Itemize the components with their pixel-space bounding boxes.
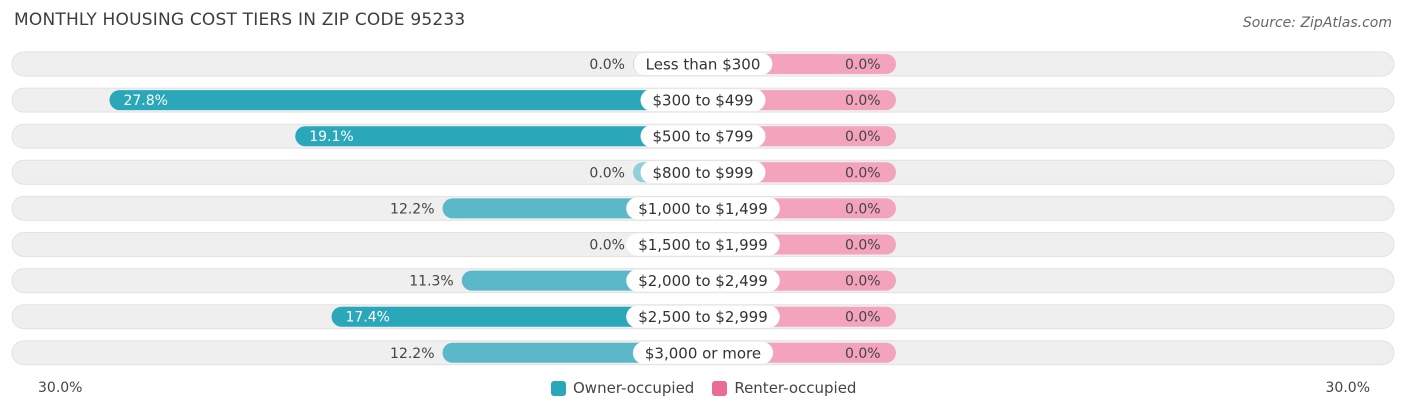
renter-value-label: 0.0% (845, 165, 881, 181)
renter-value-label: 0.0% (845, 57, 881, 73)
legend: Owner-occupied Renter-occupied (551, 379, 874, 397)
category-pill (626, 269, 780, 292)
renter-value-label: 0.0% (845, 93, 881, 109)
legend-label-owner: Owner-occupied (573, 379, 695, 397)
source-credit: Source: ZipAtlas.com (1242, 15, 1392, 31)
owner-value-label: 0.0% (589, 57, 625, 73)
category-pill (632, 341, 774, 364)
category-label: $2,500 to $2,999 (638, 308, 768, 326)
legend-swatch-renter (712, 380, 728, 396)
owner-value-label: 19.1% (309, 129, 353, 145)
owner-value-label: 12.2% (390, 346, 434, 362)
renter-value-label: 0.0% (845, 238, 881, 254)
axis-left-label: 30.0% (38, 380, 83, 396)
owner-value-label: 11.3% (409, 274, 453, 290)
category-label: $300 to $499 (653, 92, 754, 110)
owner-bar (295, 126, 715, 147)
category-label: $2,000 to $2,499 (638, 272, 768, 290)
category-label: $3,000 or more (645, 344, 761, 362)
category-pill (626, 233, 780, 256)
owner-value-label: 17.4% (346, 310, 390, 326)
category-pill (640, 125, 766, 148)
axis-right-label: 30.0% (1325, 380, 1370, 396)
category-label: Less than $300 (646, 56, 761, 74)
legend-item-renter: Renter-occupied (712, 379, 856, 397)
owner-value-label: 12.2% (390, 201, 434, 217)
category-pill (633, 53, 773, 75)
owner-value-label: 0.0% (589, 238, 625, 254)
legend-label-renter: Renter-occupied (734, 379, 857, 397)
owner-bar (331, 306, 715, 327)
category-label: $1,500 to $1,999 (638, 236, 768, 254)
category-pill (626, 197, 780, 220)
legend-item-owner: Owner-occupied (551, 379, 694, 397)
renter-value-label: 0.0% (845, 201, 881, 217)
category-pill (626, 305, 780, 328)
owner-value-label: 27.8% (123, 93, 167, 109)
category-pill (640, 161, 766, 184)
category-label: $500 to $799 (653, 128, 754, 146)
legend-swatch-owner (551, 380, 566, 396)
renter-value-label: 0.0% (845, 310, 881, 326)
owner-bar (109, 90, 716, 111)
owner-value-label: 0.0% (589, 165, 625, 181)
renter-value-label: 0.0% (845, 346, 881, 362)
renter-value-label: 0.0% (845, 274, 881, 290)
category-pill (640, 89, 766, 112)
category-label: $1,000 to $1,499 (638, 200, 768, 218)
chart-title: MONTHLY HOUSING COST TIERS IN ZIP CODE 9… (14, 10, 466, 30)
category-label: $800 to $999 (653, 164, 754, 182)
renter-value-label: 0.0% (845, 129, 881, 145)
